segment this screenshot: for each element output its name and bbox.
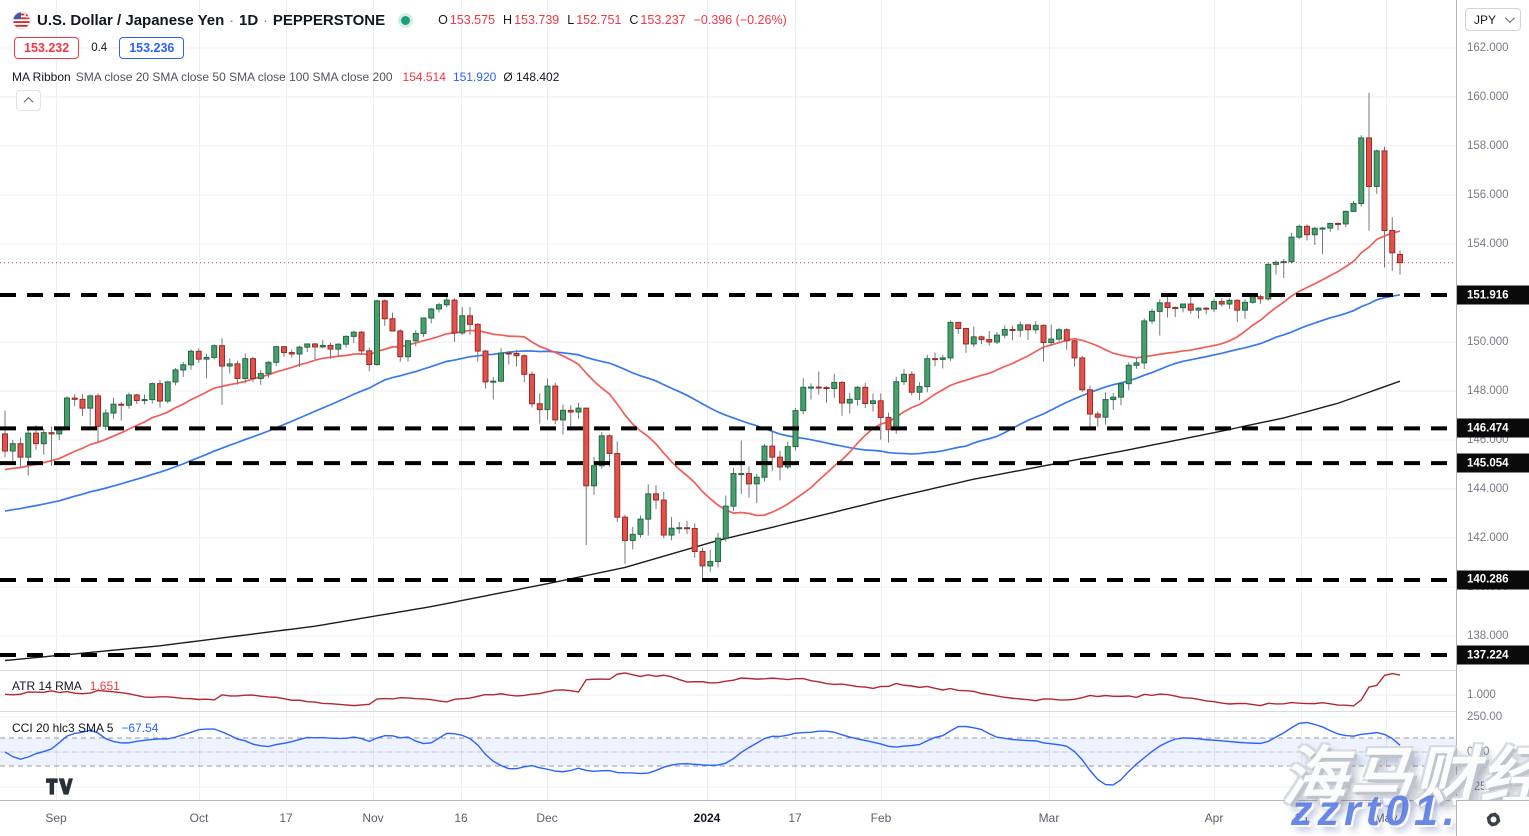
atr-line xyxy=(4,672,1401,707)
grid-layer xyxy=(0,0,1456,800)
cci-tick-label: −250.00 xyxy=(1467,781,1509,793)
cci-name: CCI 20 hlc3 SMA 5 xyxy=(12,721,114,735)
change-value: −0.396 (−0.26%) xyxy=(693,13,787,27)
price-tick-label: 156.000 xyxy=(1467,189,1509,201)
sma50-value: 151.920 xyxy=(452,69,497,84)
buy-button[interactable]: 153.236 xyxy=(119,37,185,59)
sma200-line xyxy=(4,380,1401,662)
time-axis[interactable]: Sep Oct 17 Nov 16 Dec 2024 17 Feb Mar Apr 15 May xyxy=(0,800,1529,836)
exchange-label[interactable]: PEPPERSTONE xyxy=(272,11,386,29)
chevron-up-icon xyxy=(23,96,34,107)
atr-name: ATR 14 RMA xyxy=(12,679,82,693)
high-label: H xyxy=(503,13,513,27)
time-tick-label: 17 xyxy=(279,811,293,825)
symbol-row: U.S. Dollar / Japanese Yen · 1D · PEPPER… xyxy=(12,10,787,30)
cci-tick-label: 0.00 xyxy=(1467,746,1490,758)
ohlc-readout: O 153.575 H 153.739 L 152.751 C 153.237 −0.3… xyxy=(430,13,787,27)
level-price-badge[interactable]: 151.916 xyxy=(1457,285,1529,305)
price-tick-label: 144.000 xyxy=(1467,483,1509,495)
level-price-badge[interactable]: 145.054 xyxy=(1457,453,1529,473)
close-label: C xyxy=(629,13,639,27)
spread-value: 0.4 xyxy=(91,42,108,54)
atr-legend[interactable]: ATR 14 RMA 1.651 xyxy=(12,679,120,693)
currency-label: JPY xyxy=(1474,12,1497,27)
usdjpy-flag-icon xyxy=(12,10,31,30)
time-tick-label: 15 xyxy=(1294,811,1308,825)
price-tick-label: 148.000 xyxy=(1467,385,1509,397)
low-label: L xyxy=(567,13,575,27)
candles-layer xyxy=(2,92,1403,581)
low-value: 152.751 xyxy=(576,13,622,27)
open-label: O xyxy=(438,13,448,27)
time-tick-label: Apr xyxy=(1204,811,1224,825)
time-tick-label: Oct xyxy=(189,811,209,825)
close-value: 153.237 xyxy=(640,13,686,27)
price-tick-label: 158.000 xyxy=(1467,140,1509,152)
sell-button[interactable]: 153.232 xyxy=(14,37,80,59)
cci-tick-label: 250.00 xyxy=(1467,711,1503,723)
price-tick-label: 150.000 xyxy=(1467,336,1509,348)
level-price-badge[interactable]: 140.286 xyxy=(1457,570,1529,590)
price-tick-label: 142.000 xyxy=(1467,532,1509,544)
chevron-down-icon xyxy=(1504,13,1515,24)
time-tick-label: 2024 xyxy=(693,811,721,825)
price-tick-label: 138.000 xyxy=(1467,630,1509,642)
high-value: 153.739 xyxy=(514,13,560,27)
bid-ask-row: 153.232 0.4 153.236 xyxy=(14,37,185,59)
currency-selector[interactable]: JPY xyxy=(1465,8,1521,31)
open-value: 153.575 xyxy=(449,13,496,27)
atr-value: 1.651 xyxy=(89,679,120,693)
cci-line xyxy=(4,721,1401,786)
time-tick-label: May xyxy=(1374,811,1398,825)
price-chart-canvas[interactable] xyxy=(0,0,1456,800)
sma20-line xyxy=(4,230,1401,517)
atr-tick-label: 1.000 xyxy=(1467,689,1496,701)
indicator-params: SMA close 20 SMA close 50 SMA close 100 … xyxy=(75,69,393,84)
time-tick-label: Nov xyxy=(362,811,384,825)
sma50-line xyxy=(4,293,1401,512)
price-axis[interactable]: JPY 162.000 160.000 158.000 156.000 154.000 1… xyxy=(1456,0,1529,800)
tradingview-logo[interactable] xyxy=(46,778,73,795)
time-tick-label: Mar xyxy=(1038,811,1060,825)
time-tick-label: 17 xyxy=(788,811,802,825)
ma-ribbon-legend[interactable]: MA Ribbon SMA close 20 SMA close 50 SMA … xyxy=(12,69,566,84)
sma-avg-value: Ø 148.402 xyxy=(503,69,560,84)
collapse-legend-button[interactable] xyxy=(16,90,41,111)
gear-icon xyxy=(1486,811,1501,827)
separator-dot: · xyxy=(263,12,268,28)
level-price-badge[interactable]: 137.224 xyxy=(1457,645,1529,665)
symbol-title[interactable]: U.S. Dollar / Japanese Yen xyxy=(37,11,225,29)
cci-legend[interactable]: CCI 20 hlc3 SMA 5 −67.54 xyxy=(12,721,158,735)
sma20-value: 154.514 xyxy=(402,69,446,84)
level-price-badge[interactable]: 146.474 xyxy=(1457,418,1529,438)
axis-settings-corner[interactable] xyxy=(1456,800,1529,836)
indicator-name: MA Ribbon xyxy=(12,69,71,84)
price-tick-label: 160.000 xyxy=(1467,91,1509,103)
price-tick-label: 154.000 xyxy=(1467,238,1509,250)
separator-dot: · xyxy=(229,12,234,28)
timeframe-label[interactable]: 1D xyxy=(238,11,259,29)
cci-value: −67.54 xyxy=(121,721,159,735)
market-status-icon xyxy=(401,15,411,25)
time-tick-label: Sep xyxy=(45,811,67,825)
price-tick-label: 162.000 xyxy=(1467,42,1509,54)
time-tick-label: 16 xyxy=(454,811,468,825)
time-tick-label: Feb xyxy=(870,811,892,825)
time-tick-label: Dec xyxy=(536,811,558,825)
